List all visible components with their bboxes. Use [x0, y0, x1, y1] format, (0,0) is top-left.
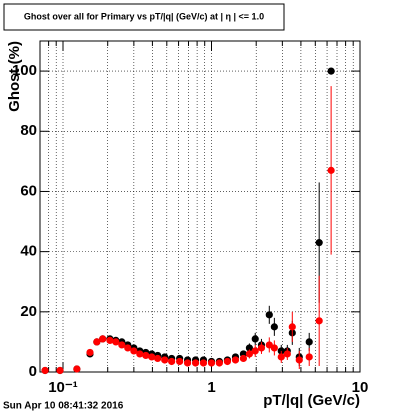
- data-point: [207, 359, 216, 367]
- data-point: [251, 347, 259, 355]
- data-point: [305, 338, 313, 346]
- data-point: [154, 354, 162, 363]
- data-point: [295, 356, 303, 364]
- data-point: [56, 366, 64, 375]
- data-point: [124, 344, 132, 352]
- data-point: [239, 354, 248, 363]
- x-tick-label: 10: [352, 379, 369, 396]
- x-tick-label: 10⁻¹: [48, 379, 78, 396]
- data-point: [86, 348, 94, 357]
- data-point: [191, 359, 200, 367]
- data-point: [283, 350, 291, 358]
- data-point: [327, 166, 335, 174]
- data-point: [257, 344, 266, 352]
- data-point: [73, 365, 81, 373]
- data-point: [223, 357, 232, 366]
- y-tick-label: 60: [20, 182, 37, 199]
- y-tick-label: 40: [20, 243, 37, 260]
- data-point: [148, 353, 156, 361]
- y-tick-label: 100: [12, 62, 37, 79]
- data-point: [118, 341, 126, 349]
- data-point: [161, 356, 169, 364]
- data-point: [270, 323, 278, 331]
- data-point: [251, 335, 259, 343]
- data-point: [112, 338, 120, 346]
- data-point: [265, 311, 273, 319]
- data-point: [99, 335, 107, 343]
- y-tick-label: 20: [20, 303, 37, 320]
- title-box: [3, 3, 285, 31]
- data-point: [136, 350, 144, 358]
- chart-title: Ghost over all for Primary vs pT/|q| (Ge…: [24, 11, 264, 21]
- data-point: [245, 344, 254, 352]
- data-point: [176, 357, 184, 366]
- x-axis-label: pT/|q| (GeV/c): [263, 392, 360, 409]
- data-point: [305, 353, 313, 361]
- data-point: [315, 317, 323, 325]
- data-point: [215, 359, 223, 367]
- data-point: [130, 347, 138, 355]
- timestamp: Sun Apr 10 08:41:32 2016: [3, 401, 124, 412]
- plot-frame: [39, 40, 361, 373]
- data-point: [142, 351, 150, 360]
- data-point: [199, 359, 208, 367]
- y-tick-label: 0: [29, 363, 37, 380]
- data-point: [231, 356, 240, 364]
- data-point: [168, 357, 176, 366]
- data-point: [93, 338, 101, 346]
- data-point: [315, 239, 323, 247]
- data-point: [41, 366, 49, 375]
- data-point: [277, 353, 285, 361]
- data-point: [245, 350, 254, 358]
- data-point: [183, 359, 192, 367]
- data-point: [106, 336, 114, 345]
- data-point: [327, 67, 335, 75]
- y-axis-label: Ghost (%): [6, 41, 23, 112]
- data-point: [270, 344, 278, 352]
- data-point: [288, 323, 296, 331]
- y-tick-label: 80: [20, 122, 37, 139]
- x-tick-label: 1: [207, 379, 215, 396]
